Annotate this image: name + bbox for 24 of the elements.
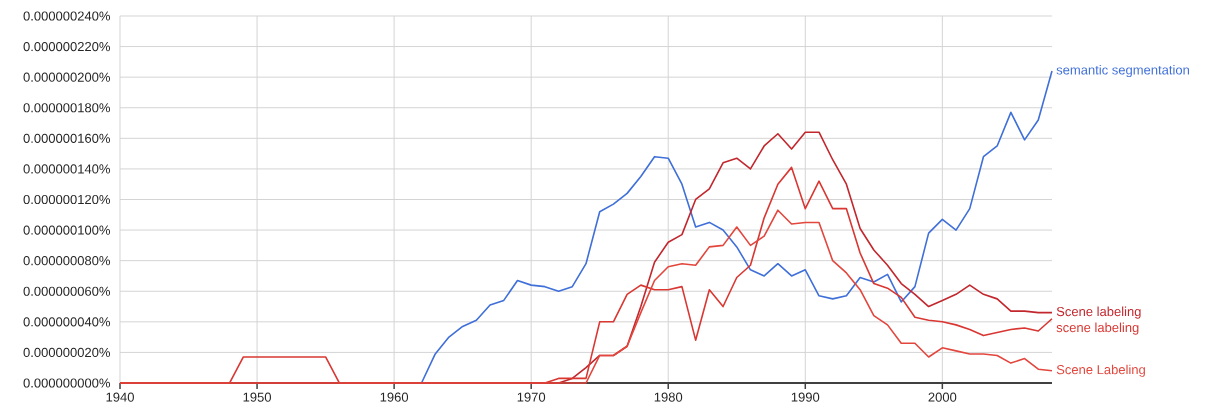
x-tick-label: 1960 bbox=[380, 392, 409, 402]
x-tick-label: 1990 bbox=[791, 392, 820, 402]
y-tick-label: 0.000000160% bbox=[23, 133, 111, 143]
y-tick-label: 0.000000100% bbox=[23, 225, 111, 235]
x-tick-label: 1970 bbox=[517, 392, 546, 402]
y-tick-label: 0.000000020% bbox=[23, 347, 111, 357]
y-tick-label: 0.000000240% bbox=[23, 11, 111, 21]
y-tick-label: 0.000000140% bbox=[23, 164, 111, 174]
y-tick-label: 0.000000060% bbox=[23, 286, 111, 296]
x-tick-label: 1950 bbox=[243, 392, 272, 402]
y-tick-label: 0.000000080% bbox=[23, 256, 111, 266]
series-label: Scene Labeling bbox=[1056, 364, 1145, 377]
x-tick-label: 1940 bbox=[106, 392, 134, 402]
y-tick-label: 0.000000180% bbox=[23, 103, 111, 113]
y-tick-label: 0.000000220% bbox=[23, 41, 111, 52]
series-label: Scene labeling bbox=[1056, 306, 1141, 319]
series-label: scene labeling bbox=[1056, 322, 1139, 335]
y-tick-label: 0.000000040% bbox=[23, 317, 111, 327]
x-tick-label: 1980 bbox=[654, 392, 683, 402]
series-label: semantic segmentation bbox=[1056, 64, 1189, 78]
x-tick-label: 2000 bbox=[928, 392, 957, 402]
y-tick-label: 0.000000000% bbox=[23, 378, 111, 388]
y-tick-label: 0.000000120% bbox=[23, 194, 111, 205]
y-tick-label: 0.000000200% bbox=[23, 72, 111, 82]
